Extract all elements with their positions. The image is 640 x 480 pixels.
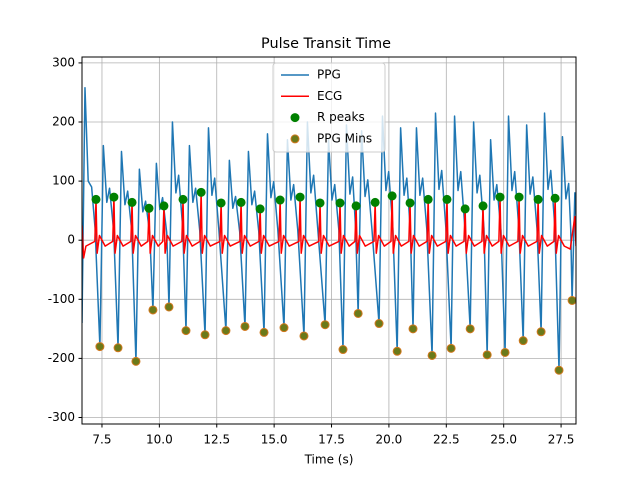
marker	[236, 197, 246, 207]
marker	[279, 323, 289, 333]
marker	[127, 197, 137, 207]
x-axis-label: Time (s)	[304, 453, 354, 467]
legend: PPG ECG R peaks PPG Mins	[272, 62, 386, 153]
marker	[113, 343, 123, 353]
x-tick-label: 27.5	[548, 433, 575, 447]
marker	[478, 201, 488, 211]
marker	[408, 324, 418, 334]
marker	[335, 198, 345, 208]
legend-swatch	[290, 134, 300, 144]
marker	[533, 194, 543, 204]
legend-box	[272, 62, 386, 153]
x-tick-label: 7.5	[92, 433, 111, 447]
x-tick-label: 25.0	[490, 433, 517, 447]
marker	[216, 198, 226, 208]
marker	[148, 305, 158, 315]
marker	[427, 350, 437, 360]
marker	[259, 327, 269, 337]
ticks: 7.5 10.0 12.5 15.0 17.5 20.0 22.5 25.0 27.5 -300 -…	[48, 55, 575, 446]
x-tick-label: 10.0	[146, 433, 173, 447]
x-tick-label: 17.5	[318, 433, 345, 447]
marker	[144, 203, 154, 213]
chart-title: Pulse Transit Time	[261, 36, 391, 52]
marker	[387, 191, 397, 201]
x-tick-label: 20.0	[376, 433, 403, 447]
legend-label: PPG	[317, 68, 341, 82]
marker	[275, 195, 285, 205]
marker	[495, 192, 505, 202]
marker	[164, 302, 174, 312]
x-tick-label: 15.0	[261, 433, 288, 447]
marker	[567, 295, 576, 305]
x-tick-label: 22.5	[433, 433, 460, 447]
marker	[295, 192, 305, 202]
y-tick-label: 200	[52, 115, 75, 129]
marker	[554, 365, 564, 375]
marker	[423, 194, 433, 204]
marker	[392, 346, 402, 356]
marker	[315, 198, 325, 208]
legend-swatch	[290, 113, 300, 123]
marker	[221, 326, 231, 336]
plot-area	[82, 86, 576, 375]
y-tick-label: 300	[52, 55, 75, 69]
marker	[109, 192, 119, 202]
legend-label: R peaks	[317, 110, 365, 124]
marker	[500, 347, 510, 357]
marker	[255, 204, 265, 214]
marker	[181, 326, 191, 336]
marker	[518, 336, 528, 346]
marker	[95, 342, 105, 352]
y-tick-label: -200	[48, 351, 75, 365]
marker	[482, 350, 492, 360]
legend-label: ECG	[317, 89, 342, 103]
marker	[370, 197, 380, 207]
marker	[536, 327, 546, 337]
marker	[299, 331, 309, 341]
y-tick-label: 100	[52, 174, 75, 188]
marker	[338, 345, 348, 355]
marker	[460, 204, 470, 214]
marker	[442, 194, 452, 204]
marker	[200, 330, 210, 340]
marker	[550, 193, 560, 203]
marker	[351, 201, 361, 211]
marker	[196, 187, 206, 197]
marker	[178, 194, 188, 204]
marker	[446, 343, 456, 353]
y-tick-label: 0	[67, 233, 75, 247]
marker	[465, 324, 475, 334]
marker	[374, 319, 384, 329]
marker	[91, 194, 101, 204]
marker	[159, 201, 169, 211]
x-tick-label: 12.5	[203, 433, 230, 447]
marker	[131, 356, 141, 366]
line-series	[82, 191, 576, 259]
legend-label: PPG Mins	[317, 131, 372, 145]
y-tick-label: -300	[48, 410, 75, 424]
marker	[240, 321, 250, 331]
marker	[514, 192, 524, 202]
marker	[320, 320, 330, 330]
y-tick-label: -100	[48, 292, 75, 306]
marker	[353, 308, 363, 318]
marker	[405, 198, 415, 208]
